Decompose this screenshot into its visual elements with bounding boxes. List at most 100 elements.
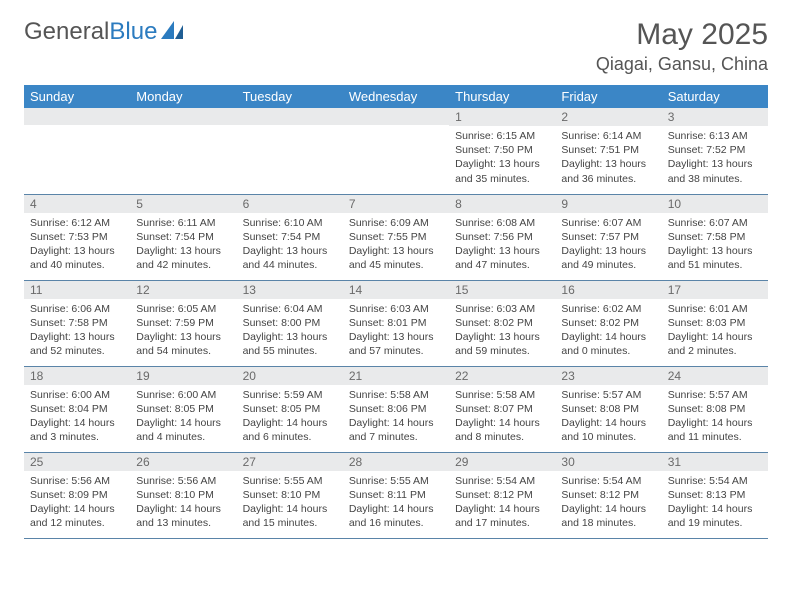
sunrise-text: Sunrise: 6:07 AM: [668, 216, 762, 230]
sunrise-text: Sunrise: 6:05 AM: [136, 302, 230, 316]
day-number: 5: [130, 195, 236, 213]
sunset-text: Sunset: 7:58 PM: [30, 316, 124, 330]
sunset-text: Sunset: 7:54 PM: [243, 230, 337, 244]
day-details: Sunrise: 5:54 AMSunset: 8:13 PMDaylight:…: [662, 471, 768, 535]
day-number: 24: [662, 367, 768, 385]
sunset-text: Sunset: 8:07 PM: [455, 402, 549, 416]
weekday-header-row: SundayMondayTuesdayWednesdayThursdayFrid…: [24, 85, 768, 108]
sunrise-text: Sunrise: 6:00 AM: [30, 388, 124, 402]
daylight-text: Daylight: 13 hours and 44 minutes.: [243, 244, 337, 272]
calendar-day-cell: 16Sunrise: 6:02 AMSunset: 8:02 PMDayligh…: [555, 280, 661, 366]
sunset-text: Sunset: 7:55 PM: [349, 230, 443, 244]
daylight-text: Daylight: 13 hours and 47 minutes.: [455, 244, 549, 272]
daylight-text: Daylight: 14 hours and 4 minutes.: [136, 416, 230, 444]
day-number: [130, 108, 236, 125]
day-number: 31: [662, 453, 768, 471]
sunset-text: Sunset: 8:03 PM: [668, 316, 762, 330]
weekday-header: Friday: [555, 85, 661, 108]
day-number: 2: [555, 108, 661, 126]
daylight-text: Daylight: 13 hours and 49 minutes.: [561, 244, 655, 272]
day-number: 23: [555, 367, 661, 385]
calendar-day-cell: 2Sunrise: 6:14 AMSunset: 7:51 PMDaylight…: [555, 108, 661, 194]
calendar-day-cell: 8Sunrise: 6:08 AMSunset: 7:56 PMDaylight…: [449, 194, 555, 280]
calendar-week-row: 4Sunrise: 6:12 AMSunset: 7:53 PMDaylight…: [24, 194, 768, 280]
sunset-text: Sunset: 8:09 PM: [30, 488, 124, 502]
calendar-day-cell: 29Sunrise: 5:54 AMSunset: 8:12 PMDayligh…: [449, 452, 555, 538]
day-details: Sunrise: 6:15 AMSunset: 7:50 PMDaylight:…: [449, 126, 555, 190]
calendar-day-cell: [24, 108, 130, 194]
day-number: 14: [343, 281, 449, 299]
day-details: Sunrise: 5:56 AMSunset: 8:09 PMDaylight:…: [24, 471, 130, 535]
day-number: 3: [662, 108, 768, 126]
day-number: 22: [449, 367, 555, 385]
title-block: May 2025 Qiagai, Gansu, China: [596, 18, 768, 75]
day-details: Sunrise: 6:13 AMSunset: 7:52 PMDaylight:…: [662, 126, 768, 190]
day-details: Sunrise: 6:04 AMSunset: 8:00 PMDaylight:…: [237, 299, 343, 363]
calendar-day-cell: [130, 108, 236, 194]
day-number: 29: [449, 453, 555, 471]
calendar-day-cell: 19Sunrise: 6:00 AMSunset: 8:05 PMDayligh…: [130, 366, 236, 452]
sunset-text: Sunset: 7:57 PM: [561, 230, 655, 244]
sunset-text: Sunset: 8:10 PM: [243, 488, 337, 502]
sunset-text: Sunset: 8:02 PM: [561, 316, 655, 330]
calendar-day-cell: 3Sunrise: 6:13 AMSunset: 7:52 PMDaylight…: [662, 108, 768, 194]
sunset-text: Sunset: 7:50 PM: [455, 143, 549, 157]
sunrise-text: Sunrise: 5:54 AM: [561, 474, 655, 488]
sunrise-text: Sunrise: 6:11 AM: [136, 216, 230, 230]
day-number: 9: [555, 195, 661, 213]
sunrise-text: Sunrise: 6:07 AM: [561, 216, 655, 230]
calendar-day-cell: 9Sunrise: 6:07 AMSunset: 7:57 PMDaylight…: [555, 194, 661, 280]
weekday-header: Sunday: [24, 85, 130, 108]
day-details: Sunrise: 5:57 AMSunset: 8:08 PMDaylight:…: [662, 385, 768, 449]
daylight-text: Daylight: 14 hours and 0 minutes.: [561, 330, 655, 358]
day-details: Sunrise: 6:07 AMSunset: 7:58 PMDaylight:…: [662, 213, 768, 277]
calendar-day-cell: 21Sunrise: 5:58 AMSunset: 8:06 PMDayligh…: [343, 366, 449, 452]
calendar-week-row: 11Sunrise: 6:06 AMSunset: 7:58 PMDayligh…: [24, 280, 768, 366]
calendar-day-cell: 24Sunrise: 5:57 AMSunset: 8:08 PMDayligh…: [662, 366, 768, 452]
sunset-text: Sunset: 8:04 PM: [30, 402, 124, 416]
sunset-text: Sunset: 8:00 PM: [243, 316, 337, 330]
daylight-text: Daylight: 13 hours and 40 minutes.: [30, 244, 124, 272]
sunset-text: Sunset: 7:59 PM: [136, 316, 230, 330]
sunrise-text: Sunrise: 5:55 AM: [243, 474, 337, 488]
weekday-header: Monday: [130, 85, 236, 108]
daylight-text: Daylight: 14 hours and 6 minutes.: [243, 416, 337, 444]
brand-part2: Blue: [109, 18, 157, 46]
sunset-text: Sunset: 7:53 PM: [30, 230, 124, 244]
day-details: Sunrise: 5:59 AMSunset: 8:05 PMDaylight:…: [237, 385, 343, 449]
day-details: Sunrise: 6:14 AMSunset: 7:51 PMDaylight:…: [555, 126, 661, 190]
day-details: Sunrise: 6:11 AMSunset: 7:54 PMDaylight:…: [130, 213, 236, 277]
day-number: 4: [24, 195, 130, 213]
day-details: Sunrise: 6:07 AMSunset: 7:57 PMDaylight:…: [555, 213, 661, 277]
day-details: Sunrise: 6:02 AMSunset: 8:02 PMDaylight:…: [555, 299, 661, 363]
day-details: Sunrise: 6:09 AMSunset: 7:55 PMDaylight:…: [343, 213, 449, 277]
calendar-day-cell: 6Sunrise: 6:10 AMSunset: 7:54 PMDaylight…: [237, 194, 343, 280]
day-details: Sunrise: 5:54 AMSunset: 8:12 PMDaylight:…: [555, 471, 661, 535]
day-details: Sunrise: 6:00 AMSunset: 8:05 PMDaylight:…: [130, 385, 236, 449]
brand-logo: GeneralBlue: [24, 18, 187, 46]
calendar-day-cell: [343, 108, 449, 194]
sunset-text: Sunset: 7:54 PM: [136, 230, 230, 244]
sunrise-text: Sunrise: 6:03 AM: [349, 302, 443, 316]
calendar-day-cell: 27Sunrise: 5:55 AMSunset: 8:10 PMDayligh…: [237, 452, 343, 538]
daylight-text: Daylight: 14 hours and 13 minutes.: [136, 502, 230, 530]
calendar-day-cell: 1Sunrise: 6:15 AMSunset: 7:50 PMDaylight…: [449, 108, 555, 194]
location-text: Qiagai, Gansu, China: [596, 54, 768, 75]
calendar-day-cell: 20Sunrise: 5:59 AMSunset: 8:05 PMDayligh…: [237, 366, 343, 452]
day-details: Sunrise: 6:12 AMSunset: 7:53 PMDaylight:…: [24, 213, 130, 277]
day-number: 19: [130, 367, 236, 385]
day-number: 30: [555, 453, 661, 471]
calendar-day-cell: 10Sunrise: 6:07 AMSunset: 7:58 PMDayligh…: [662, 194, 768, 280]
sunset-text: Sunset: 8:11 PM: [349, 488, 443, 502]
daylight-text: Daylight: 14 hours and 8 minutes.: [455, 416, 549, 444]
daylight-text: Daylight: 14 hours and 7 minutes.: [349, 416, 443, 444]
sunrise-text: Sunrise: 6:00 AM: [136, 388, 230, 402]
day-number: 13: [237, 281, 343, 299]
day-number: 27: [237, 453, 343, 471]
daylight-text: Daylight: 13 hours and 38 minutes.: [668, 157, 762, 185]
daylight-text: Daylight: 13 hours and 59 minutes.: [455, 330, 549, 358]
sunrise-text: Sunrise: 6:14 AM: [561, 129, 655, 143]
sunrise-text: Sunrise: 6:06 AM: [30, 302, 124, 316]
daylight-text: Daylight: 13 hours and 54 minutes.: [136, 330, 230, 358]
sail-icon: [161, 18, 187, 46]
